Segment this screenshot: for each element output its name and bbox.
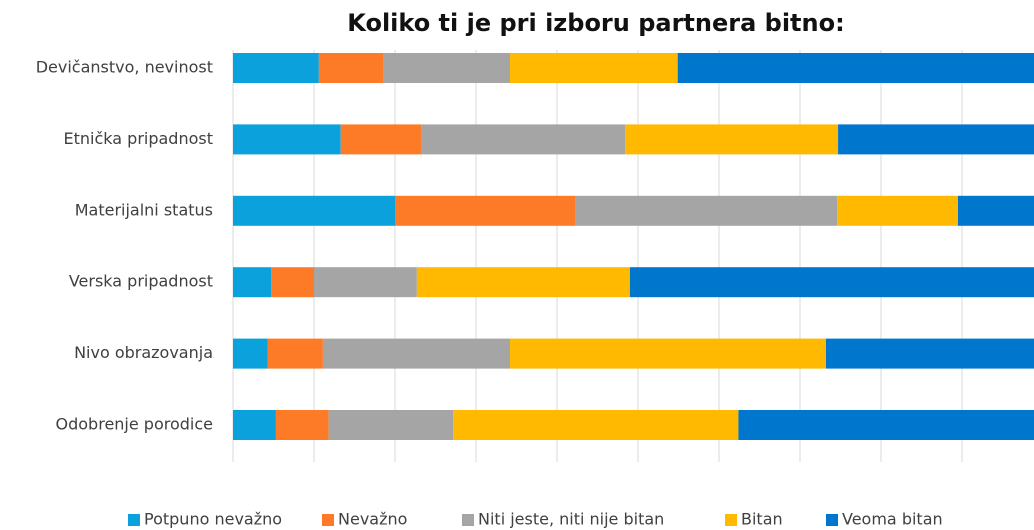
legend-label: Nevažno xyxy=(338,510,407,529)
bar-segment xyxy=(340,124,422,155)
bar-segment xyxy=(233,124,341,155)
bar-segment xyxy=(233,410,276,440)
legend-swatch xyxy=(128,514,140,526)
legend-swatch xyxy=(725,514,737,526)
bar-segment xyxy=(233,338,268,369)
bar-segment xyxy=(328,410,454,440)
bar-segment xyxy=(575,195,838,226)
bar-segment xyxy=(233,267,272,298)
bar-segment xyxy=(825,338,1034,369)
y-tick-label: Etnička pripadnost xyxy=(64,129,213,148)
legend-label: Potpuno nevažno xyxy=(144,510,282,529)
legend-swatch xyxy=(462,514,474,526)
bar-segment xyxy=(421,124,626,155)
bar-segment xyxy=(838,124,1034,155)
chart-title: Koliko ti je pri izboru partnera bitno: xyxy=(347,9,844,37)
bar-segment xyxy=(837,195,958,226)
bar-segment xyxy=(677,53,1034,83)
legend-swatch xyxy=(826,514,838,526)
legend-swatch xyxy=(322,514,334,526)
bar-segment xyxy=(510,338,826,369)
bar-segment xyxy=(271,267,314,298)
bar-segment xyxy=(625,124,839,155)
legend-label: Veoma bitan xyxy=(842,510,943,529)
bar-segment xyxy=(416,267,630,298)
bar-segment xyxy=(314,267,417,298)
y-tick-label: Devičanstvo, nevinost xyxy=(36,58,213,77)
bar-segment xyxy=(957,195,1034,226)
y-tick-label: Odobrenje porodice xyxy=(56,415,213,434)
legend-label: Bitan xyxy=(741,510,783,529)
bar-segment xyxy=(267,338,323,369)
bar-segment xyxy=(453,410,739,440)
bar-segment xyxy=(233,53,319,83)
bar-segment xyxy=(322,338,511,369)
legend-label: Niti jeste, niti nije bitan xyxy=(478,510,664,529)
bar-segment xyxy=(629,267,1034,298)
bar-segment xyxy=(395,195,576,226)
bar-segment xyxy=(318,53,384,83)
y-tick-label: Materijalni status xyxy=(75,200,213,219)
bar-segment xyxy=(383,53,511,83)
bar-segment xyxy=(233,195,395,226)
bar-segment xyxy=(510,53,678,83)
bar-segment xyxy=(738,410,1034,440)
y-tick-label: Verska pripadnost xyxy=(69,272,213,291)
y-tick-label: Nivo obrazovanja xyxy=(74,343,213,362)
bar-segment xyxy=(275,410,329,440)
